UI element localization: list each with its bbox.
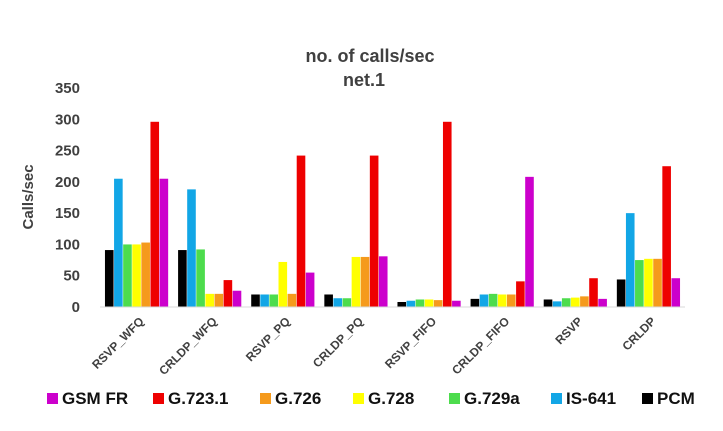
legend-label-pcm: PCM [657,389,695,408]
legend-swatch-g-728 [353,393,364,404]
y-tick-label: 350 [55,80,80,97]
bar-pcm-crldp-pq [324,294,333,307]
bar-g-728-crldp-pq [351,256,361,307]
bar-g-723-1-rsvp-fifo [442,121,452,307]
bar-g-726-crldp-wfq [214,293,224,307]
legend-label-g-726: G.726 [275,389,321,408]
y-tick-label: 0 [72,299,80,316]
bar-g-723-1-crldp-pq [369,155,379,307]
y-axis-label: Calls/sec [20,164,37,229]
bar-pcm-rsvp-wfq [104,250,114,307]
x-tick-label: RSVP_WFQ [89,314,147,372]
bar-pcm-rsvp-pq [251,294,260,307]
bars [104,121,681,307]
bar-g-726-rsvp-fifo [433,300,443,307]
legend-swatch-g-729a [449,393,460,404]
bar-gsm-fr-crldp-wfq [232,290,242,307]
x-tick-label: CRLDP_PQ [310,314,366,370]
bar-is-641-rsvp-wfq [114,178,123,307]
bar-g-728-rsvp-pq [278,261,288,307]
bar-g-729a-crldp [635,260,644,307]
bar-gsm-fr-rsvp-fifo [452,300,461,307]
y-tick-label: 100 [55,236,80,253]
x-tick-label: CRLDP [619,314,658,353]
bar-g-728-crldp-wfq [205,293,214,307]
bar-is-641-rsvp-pq [260,294,269,307]
bar-g-723-1-crldp-wfq [223,280,233,307]
legend-swatch-pcm [642,393,653,404]
y-axis-ticks: 0 50 100 150 200 250 300 350 [55,80,80,316]
bar-g-723-1-rsvp-wfq [150,121,160,307]
legend-swatch-is-641 [551,393,562,404]
y-tick-label: 200 [55,174,80,191]
x-tick-label: CRLDP_FIFO [449,314,512,377]
chart-subtitle: net.1 [343,70,385,90]
bar-g-728-rsvp-fifo [424,299,434,307]
legend-swatch-g-723-1 [153,393,164,404]
legend: GSM FR G.723.1 G.726 G.728 G.729a IS-641 PCM [47,389,695,408]
bar-g-729a-rsvp-wfq [123,244,132,307]
bar-g-723-1-rsvp-pq [296,155,306,307]
legend-label-g-729a: G.729a [464,389,520,408]
bar-pcm-rsvp-fifo [397,301,407,307]
bar-g-729a-rsvp-fifo [415,299,425,307]
x-tick-label: RSVP [552,314,585,347]
bar-is-641-rsvp-fifo [406,300,416,307]
x-tick-label: RSVP_PQ [243,314,293,364]
bar-gsm-fr-rsvp-wfq [159,178,169,307]
legend-label-g-723-1: G.723.1 [168,389,229,408]
bar-g-726-rsvp [580,296,589,307]
y-tick-label: 300 [55,111,80,128]
bar-g-728-rsvp-wfq [132,244,141,307]
bar-gsm-fr-crldp [671,278,681,307]
bar-pcm-crldp [616,279,626,307]
bar-g-723-1-rsvp [589,278,598,307]
legend-label-is-641: IS-641 [566,389,616,408]
bar-is-641-crldp-pq [333,298,343,307]
bar-g-723-1-crldp-fifo [516,281,525,307]
bar-g-726-rsvp-pq [287,293,297,307]
bar-gsm-fr-rsvp [598,298,607,307]
bar-is-641-crldp-wfq [187,189,196,307]
chart-title: no. of calls/sec [305,46,434,66]
bar-g-729a-rsvp-pq [269,294,279,307]
bar-g-729a-crldp-pq [342,298,352,307]
bar-is-641-crldp-fifo [479,294,489,307]
bar-g-728-rsvp [571,297,580,307]
bar-g-723-1-crldp [662,166,671,307]
y-tick-label: 250 [55,143,80,160]
x-tick-label: RSVP_FIFO [382,314,439,371]
x-tick-label: CRLDP_WFQ [156,314,220,378]
bar-g-726-crldp-fifo [506,294,516,307]
bar-gsm-fr-crldp-fifo [525,176,534,307]
bar-pcm-crldp-fifo [470,298,480,307]
legend-label-gsm-fr: GSM FR [62,389,128,408]
bar-g-726-rsvp-wfq [141,242,150,307]
bar-g-726-crldp-pq [360,256,370,307]
y-tick-label: 150 [55,205,80,222]
bar-pcm-rsvp [543,299,553,307]
x-axis: RSVP_WFQ CRLDP_WFQ RSVP_PQ CRLDP_PQ RSVP_FIF… [89,306,685,378]
bar-g-728-crldp [644,258,653,307]
bar-g-729a-crldp-fifo [488,293,498,307]
legend-label-g-728: G.728 [368,389,414,408]
legend-swatch-g-726 [260,393,271,404]
legend-swatch-gsm-fr [47,393,58,404]
y-tick-label: 50 [63,268,80,285]
bar-gsm-fr-rsvp-pq [305,272,315,307]
bar-pcm-crldp-wfq [178,250,187,307]
bar-g-728-crldp-fifo [497,294,507,307]
bar-is-641-rsvp [552,301,562,307]
bar-g-726-crldp [653,258,662,307]
bar-gsm-fr-crldp-pq [378,256,388,307]
bar-g-729a-crldp-wfq [196,249,205,307]
bar-g-729a-rsvp [561,298,571,307]
bar-is-641-crldp [625,213,635,307]
